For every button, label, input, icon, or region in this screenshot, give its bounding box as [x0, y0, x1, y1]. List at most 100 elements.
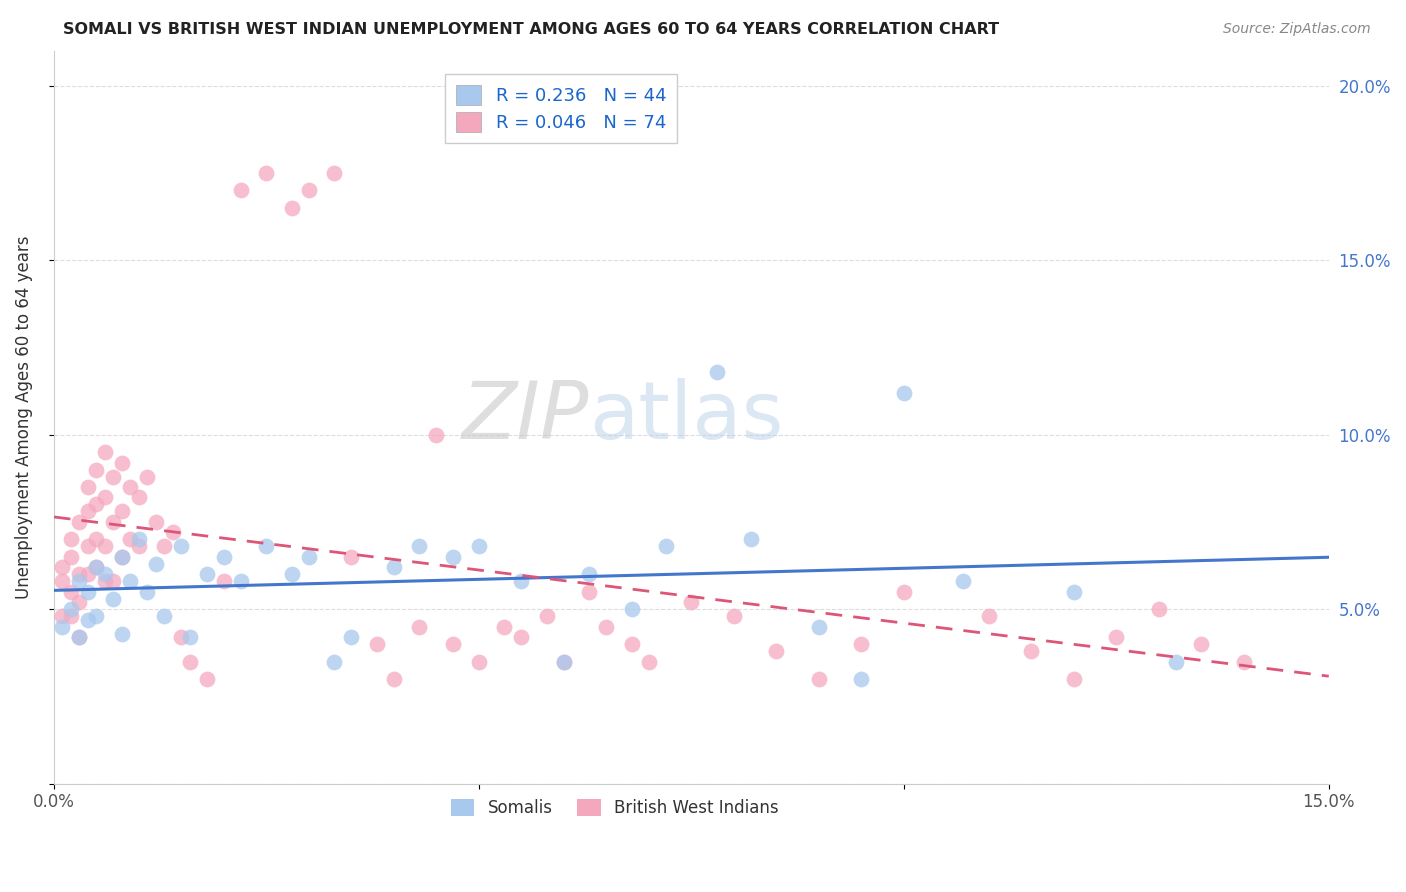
Point [1189, 637, 1212, 651]
Point [51, 560, 73, 574]
Point [620, 602, 643, 616]
Point [510, 630, 533, 644]
Point [86, 560, 108, 574]
Point [145, 557, 167, 571]
Point [111, 504, 134, 518]
Point [1063, 584, 1085, 599]
Point [254, 166, 277, 180]
Point [510, 574, 533, 589]
Point [145, 515, 167, 529]
Point [340, 630, 363, 644]
Point [120, 574, 142, 589]
Point [120, 533, 142, 547]
Point [382, 672, 405, 686]
Point [179, 630, 201, 644]
Text: atlas: atlas [589, 378, 783, 456]
Point [468, 655, 491, 669]
Point [170, 540, 193, 554]
Point [86, 609, 108, 624]
Y-axis label: Unemployment Among Ages 60 to 64 years: Unemployment Among Ages 60 to 64 years [15, 235, 32, 599]
Point [681, 595, 703, 609]
Point [620, 637, 643, 651]
Point [553, 655, 575, 669]
Point [76, 504, 98, 518]
Point [536, 609, 558, 624]
Point [128, 533, 150, 547]
Point [323, 166, 346, 180]
Point [281, 567, 304, 582]
Point [111, 456, 134, 470]
Point [1105, 630, 1128, 644]
Point [59, 609, 82, 624]
Point [595, 620, 617, 634]
Point [94, 491, 117, 505]
Point [86, 462, 108, 476]
Point [1233, 655, 1256, 669]
Point [1019, 644, 1042, 658]
Text: ZIP: ZIP [463, 378, 589, 456]
Point [67, 595, 90, 609]
Point [51, 574, 73, 589]
Point [366, 637, 388, 651]
Point [103, 574, 125, 589]
Point [94, 574, 117, 589]
Point [76, 540, 98, 554]
Point [254, 540, 277, 554]
Point [51, 620, 73, 634]
Text: Source: ZipAtlas.com: Source: ZipAtlas.com [1223, 22, 1371, 37]
Point [59, 533, 82, 547]
Point [111, 626, 134, 640]
Point [212, 549, 235, 564]
Point [128, 491, 150, 505]
Point [153, 609, 176, 624]
Point [298, 183, 321, 197]
Point [382, 560, 405, 574]
Point [94, 445, 117, 459]
Point [120, 480, 142, 494]
Point [94, 567, 117, 582]
Point [153, 540, 176, 554]
Point [86, 498, 108, 512]
Point [468, 540, 491, 554]
Point [94, 540, 117, 554]
Point [706, 365, 728, 379]
Point [441, 637, 464, 651]
Point [195, 567, 218, 582]
Point [1164, 655, 1187, 669]
Point [170, 630, 193, 644]
Point [425, 427, 447, 442]
Point [281, 201, 304, 215]
Point [655, 540, 678, 554]
Point [494, 620, 516, 634]
Point [229, 183, 252, 197]
Point [136, 469, 159, 483]
Point [851, 672, 873, 686]
Point [1147, 602, 1170, 616]
Point [59, 602, 82, 616]
Point [578, 567, 600, 582]
Point [851, 637, 873, 651]
Point [229, 574, 252, 589]
Point [578, 584, 600, 599]
Point [408, 620, 430, 634]
Point [1063, 672, 1085, 686]
Point [162, 525, 184, 540]
Point [59, 584, 82, 599]
Point [76, 567, 98, 582]
Point [67, 567, 90, 582]
Point [67, 630, 90, 644]
Point [893, 385, 915, 400]
Point [67, 515, 90, 529]
Point [298, 549, 321, 564]
Point [67, 574, 90, 589]
Point [977, 609, 1000, 624]
Point [103, 469, 125, 483]
Point [952, 574, 974, 589]
Point [723, 609, 745, 624]
Text: SOMALI VS BRITISH WEST INDIAN UNEMPLOYMENT AMONG AGES 60 TO 64 YEARS CORRELATION: SOMALI VS BRITISH WEST INDIAN UNEMPLOYME… [63, 22, 1000, 37]
Point [179, 655, 201, 669]
Point [212, 574, 235, 589]
Point [807, 672, 830, 686]
Point [195, 672, 218, 686]
Point [323, 655, 346, 669]
